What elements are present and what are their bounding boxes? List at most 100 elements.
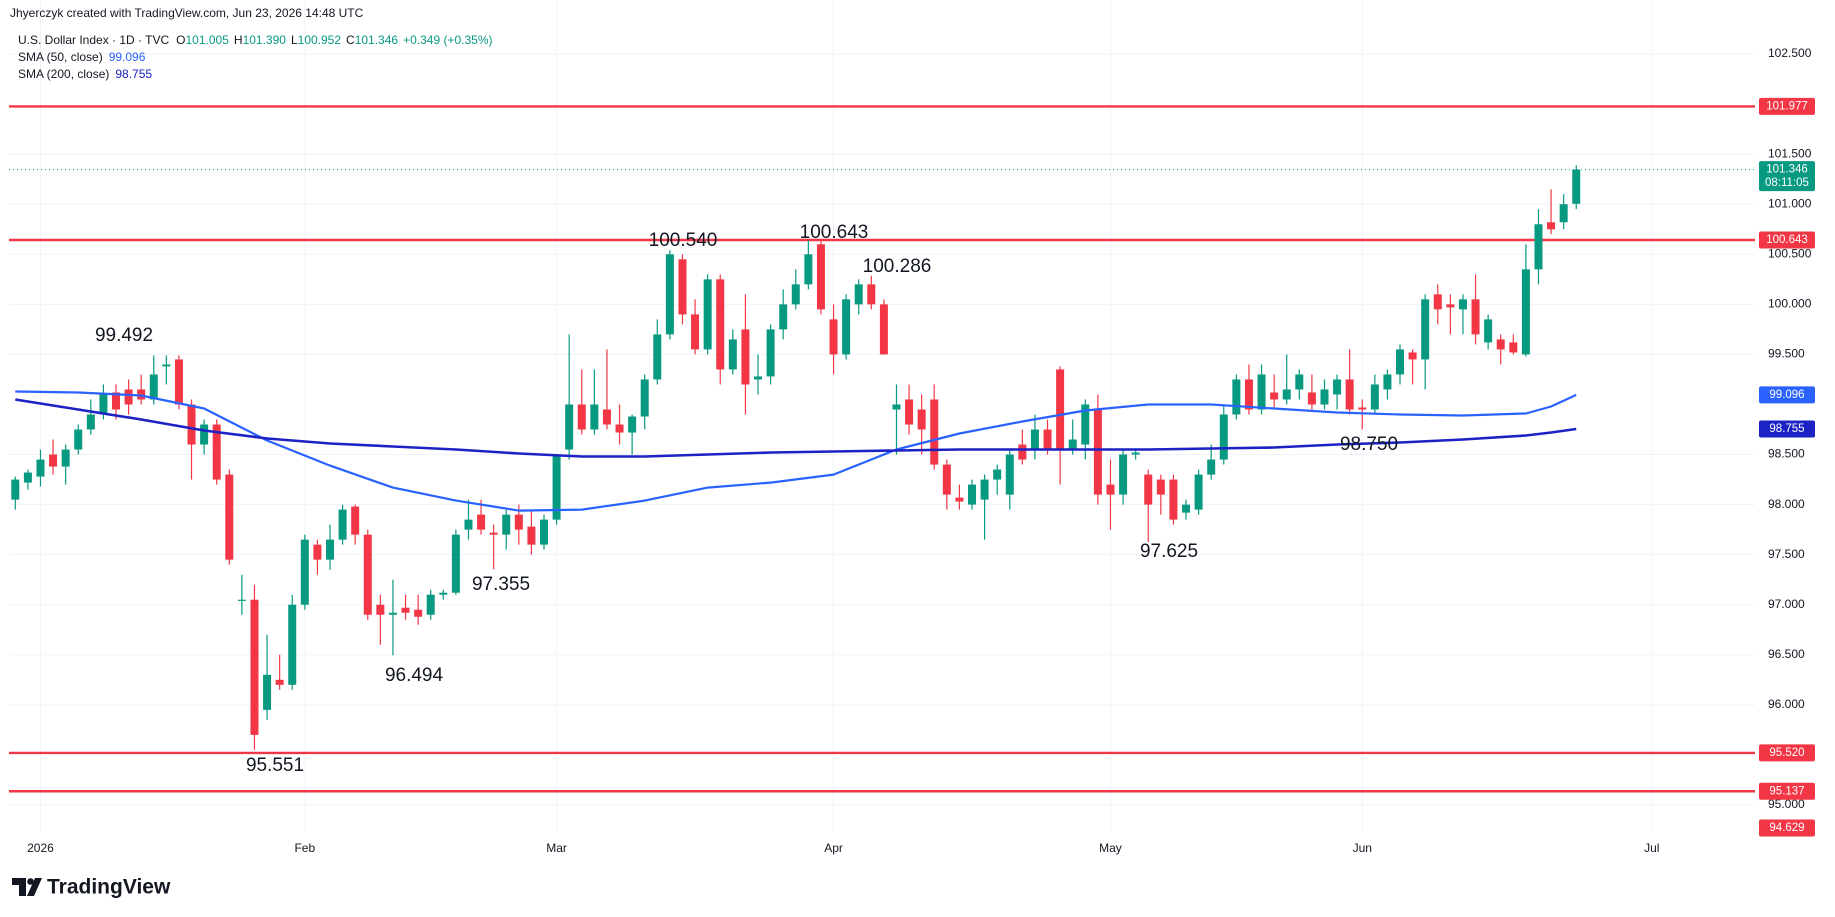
y-tick-label: 95.000 bbox=[1768, 797, 1805, 811]
ohlc-value: 101.390 bbox=[243, 33, 287, 47]
candle-body bbox=[1169, 479, 1178, 520]
candle-body bbox=[23, 472, 32, 483]
candle-body bbox=[754, 376, 763, 380]
y-tick-label: 100.500 bbox=[1768, 246, 1812, 260]
legend-value: 99.096 bbox=[109, 50, 146, 64]
candle-body bbox=[590, 404, 599, 430]
candle-body bbox=[955, 497, 964, 502]
candle-body bbox=[678, 259, 687, 315]
x-tick-label: May bbox=[1099, 841, 1122, 855]
candle-body bbox=[577, 404, 586, 430]
candle-body bbox=[1572, 169, 1581, 204]
candle-body bbox=[1144, 474, 1153, 505]
candle-body bbox=[1446, 304, 1455, 308]
candle-body bbox=[779, 304, 788, 330]
candle-body bbox=[1421, 299, 1430, 360]
candle-body bbox=[1408, 352, 1417, 360]
candle-body bbox=[842, 299, 851, 355]
candle-body bbox=[174, 359, 183, 405]
candle-body bbox=[237, 599, 246, 601]
candle-body bbox=[1068, 439, 1077, 450]
y-tick-label: 101.000 bbox=[1768, 196, 1812, 210]
y-tick-label: 98.000 bbox=[1768, 497, 1805, 511]
candle-body bbox=[691, 314, 700, 350]
candle-body bbox=[124, 389, 133, 405]
candle-body bbox=[879, 304, 888, 355]
y-tick-label: 101.500 bbox=[1768, 146, 1812, 160]
candle-body bbox=[61, 449, 70, 467]
candle-body bbox=[200, 424, 209, 445]
candle-body bbox=[351, 506, 360, 535]
candle-body bbox=[149, 374, 158, 400]
annotation: 100.540 bbox=[649, 230, 718, 251]
level-badge-label: 95.137 bbox=[1769, 785, 1804, 797]
candle-body bbox=[1119, 454, 1128, 495]
candle-body bbox=[1093, 409, 1102, 495]
last-price-badge bbox=[1759, 161, 1815, 192]
annotation: 100.286 bbox=[863, 256, 932, 277]
candle-body bbox=[905, 399, 914, 425]
candle-body bbox=[1219, 414, 1228, 460]
candle-body bbox=[1383, 374, 1392, 390]
candle-body bbox=[540, 519, 549, 545]
sma-badge bbox=[1759, 420, 1815, 438]
candle-body bbox=[1307, 392, 1316, 405]
level-badge-label: 95.520 bbox=[1769, 747, 1804, 759]
level-badge-label: 100.643 bbox=[1766, 234, 1808, 246]
ohlc-value: 100.952 bbox=[298, 33, 342, 47]
candle-body bbox=[451, 534, 460, 593]
candle-body bbox=[187, 404, 196, 445]
symbol: U.S. Dollar Index · 1D · TVC bbox=[18, 33, 169, 47]
sma-badge-label: 99.096 bbox=[1769, 389, 1804, 401]
candle-body bbox=[892, 404, 901, 410]
candle-body bbox=[313, 544, 322, 560]
candle-body bbox=[716, 279, 725, 370]
x-tick-label: Jul bbox=[1644, 841, 1659, 855]
x-tick-label: 2026 bbox=[27, 841, 54, 855]
candle-body bbox=[86, 414, 95, 430]
candle-body bbox=[1207, 459, 1216, 475]
candle-body bbox=[1320, 389, 1329, 405]
candle-body bbox=[49, 454, 58, 467]
annotations: 99.492 100.540 100.643 100.286 97.355 96.494 9… bbox=[95, 222, 1398, 776]
sma-legend: SMA (200, close) 98.755 bbox=[18, 67, 152, 81]
level-badge-label: 101.977 bbox=[1766, 100, 1808, 112]
annotation: 98.750 bbox=[1340, 434, 1398, 455]
candle-body bbox=[1056, 369, 1065, 450]
x-tick-label: Apr bbox=[824, 841, 843, 855]
candle-body bbox=[993, 469, 1002, 480]
ohlc-value: 101.005 bbox=[186, 33, 230, 47]
candle-body bbox=[728, 339, 737, 370]
change: +0.349 (+0.35%) bbox=[403, 33, 492, 47]
annotation: 96.494 bbox=[385, 665, 444, 686]
x-tick-label: Feb bbox=[294, 841, 315, 855]
sma-legend: SMA (50, close) 99.096 bbox=[18, 50, 146, 64]
levels bbox=[9, 105, 1755, 793]
y-tick-label: 97.000 bbox=[1768, 597, 1805, 611]
level-badge-label: 94.629 bbox=[1769, 822, 1804, 834]
candle-body bbox=[1244, 379, 1253, 410]
candle-body bbox=[1131, 452, 1140, 455]
candle-body bbox=[565, 404, 574, 450]
logo-icon bbox=[27, 878, 42, 896]
ohlc-letter: C bbox=[346, 33, 355, 47]
y-tick-label: 97.500 bbox=[1768, 547, 1805, 561]
ohlc-letter: O bbox=[176, 33, 185, 47]
symbol-legend: U.S. Dollar Index · 1D · TVC O101.005 H101… bbox=[18, 33, 493, 47]
annotation: 97.355 bbox=[472, 574, 530, 595]
candle-body bbox=[275, 679, 284, 685]
candle-body bbox=[1345, 379, 1354, 410]
ohlc-value: 101.346 bbox=[355, 33, 399, 47]
moving-averages bbox=[15, 390, 1577, 512]
logo-icon bbox=[12, 878, 26, 896]
y-tick-label: 98.500 bbox=[1768, 447, 1805, 461]
y-tick-label: 96.000 bbox=[1768, 697, 1805, 711]
candle-body bbox=[1496, 339, 1505, 350]
candle-body bbox=[1559, 204, 1568, 223]
candle-body bbox=[942, 464, 951, 495]
candle-body bbox=[112, 392, 121, 410]
candle-body bbox=[602, 409, 611, 425]
